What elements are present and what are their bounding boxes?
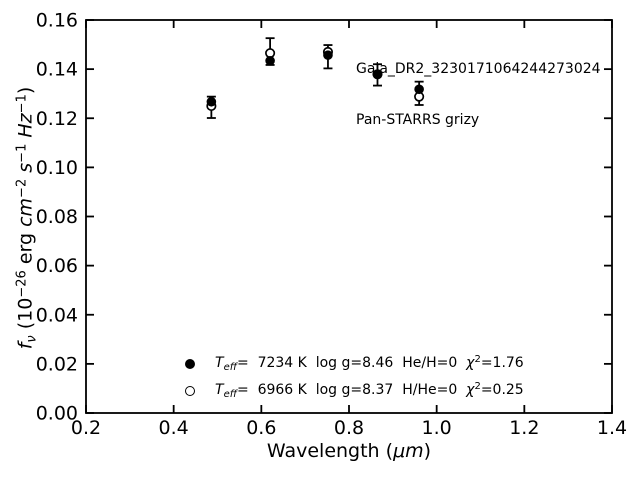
y-tick-label: 0.12 (36, 108, 78, 130)
legend: Teff= 7234 K log g=8.46 He/H=0 χ2=1.76 T… (185, 350, 524, 404)
annotation: Gaia_DR2_3230171064244273024 Pan-STARRS … (356, 27, 601, 163)
open-circle-marker-icon (185, 385, 195, 396)
x-tick-label: 0.2 (71, 417, 101, 439)
data-point-filled-circle (323, 50, 333, 60)
x-tick-label: 0.6 (246, 417, 276, 439)
data-point-filled-circle (372, 69, 383, 80)
data-point-filled-circle (265, 55, 275, 66)
x-tick-label: 0.8 (334, 417, 364, 439)
legend-row-model1: Teff= 7234 K log g=8.46 He/H=0 χ2=1.76 (185, 350, 524, 377)
data-point-filled-circle (206, 96, 217, 107)
y-tick-label: 0.06 (36, 255, 78, 277)
legend-row-model2: Teff= 6966 K log g=8.37 H/He=0 χ2=0.25 (185, 377, 524, 404)
y-tick-label: 0.02 (36, 353, 78, 375)
legend-label-model1: Teff= 7234 K log g=8.46 He/H=0 χ2=1.76 (215, 353, 524, 373)
y-tick-label: 0.16 (36, 10, 78, 32)
annotation-survey: Pan-STARRS grizy (356, 112, 480, 128)
y-tick-label: 0.04 (36, 304, 78, 326)
x-axis-label: Wavelength (μm) (266, 440, 432, 462)
y-tick-label: 0.08 (36, 206, 78, 228)
filled-circle-marker-icon (185, 358, 195, 369)
x-tick-label: 0.4 (159, 417, 189, 439)
legend-label-model2: Teff= 6966 K log g=8.37 H/He=0 χ2=0.25 (215, 380, 524, 400)
x-tick-label: 1.4 (597, 417, 627, 439)
x-tick-label: 1.0 (422, 417, 452, 439)
y-tick-label: 0.00 (36, 403, 78, 425)
x-tick-label: 1.2 (509, 417, 539, 439)
y-tick-label: 0.10 (36, 157, 78, 179)
y-axis-label: fν (10−26 erg cm−2 s−1 Hz−1) (14, 86, 40, 350)
annotation-source-id: Gaia_DR2_3230171064244273024 (356, 61, 601, 77)
data-point-filled-circle (414, 84, 424, 95)
y-tick-label: 0.14 (36, 59, 78, 81)
